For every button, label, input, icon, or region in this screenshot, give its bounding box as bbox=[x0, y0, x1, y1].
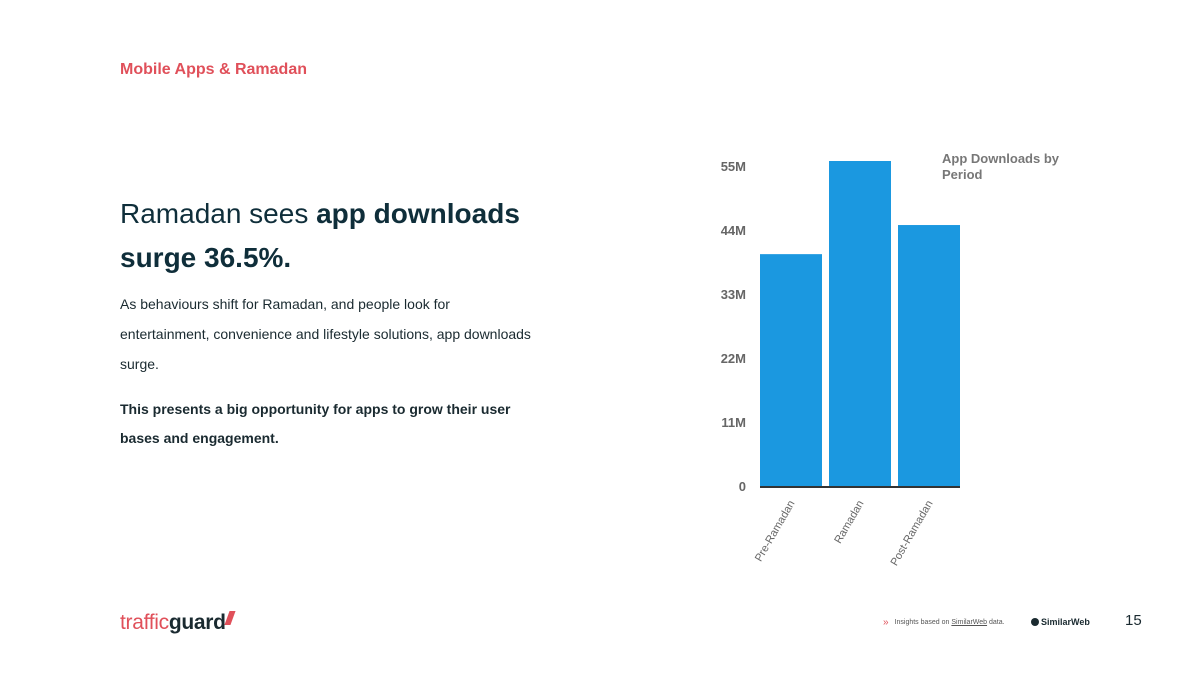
logo-text-guard: guard bbox=[168, 611, 226, 634]
similarweb-link[interactable]: SimilarWeb bbox=[951, 619, 988, 626]
section-title: Mobile Apps & Ramadan bbox=[120, 61, 307, 78]
logo-text-traffic: traffic bbox=[120, 611, 169, 634]
footer-note: » Insights based on SimilarWeb data. bbox=[883, 617, 1005, 628]
x-tick-label: Pre-Ramadan bbox=[753, 499, 798, 564]
similarweb-icon bbox=[1031, 618, 1039, 626]
y-tick-label: 11M bbox=[721, 415, 746, 430]
headline-bold: app downloads surge 36.5%. bbox=[120, 198, 520, 273]
y-tick-label: 44M bbox=[721, 223, 746, 238]
note-prefix: Insights based on bbox=[894, 619, 952, 626]
emphasis-paragraph: This presents a big opportunity for apps… bbox=[120, 401, 511, 446]
bar-pre-ramadan bbox=[760, 254, 822, 487]
bar-ramadan bbox=[829, 161, 891, 487]
trafficguard-logo: trafficguard bbox=[120, 611, 236, 635]
similarweb-brand-text: SimilarWeb bbox=[1041, 617, 1090, 627]
body-paragraph: As behaviours shift for Ramadan, and peo… bbox=[120, 296, 531, 372]
y-tick-label: 33M bbox=[721, 287, 746, 302]
y-tick-label: 22M bbox=[721, 351, 746, 366]
headline: Ramadan sees app downloads surge 36.5%. bbox=[120, 192, 560, 280]
note-suffix: data. bbox=[987, 619, 1005, 626]
page-number: 15 bbox=[1125, 612, 1142, 629]
x-tick-label: Ramadan bbox=[832, 499, 866, 546]
chart-title: App Downloads by Period bbox=[942, 151, 1059, 182]
bar-post-ramadan bbox=[898, 225, 960, 487]
bar-chart: 0 11M 22M 33M 44M 55M Pre-Ramadan Ramadan Post-R… bbox=[721, 159, 960, 569]
chevron-right-icon: » bbox=[883, 617, 889, 628]
y-tick-label: 55M bbox=[721, 159, 746, 174]
x-tick-label: Post-Ramadan bbox=[889, 499, 936, 569]
headline-plain: Ramadan sees bbox=[120, 198, 317, 229]
similarweb-logo: SimilarWeb bbox=[1031, 617, 1090, 627]
y-tick-label: 0 bbox=[739, 479, 746, 494]
